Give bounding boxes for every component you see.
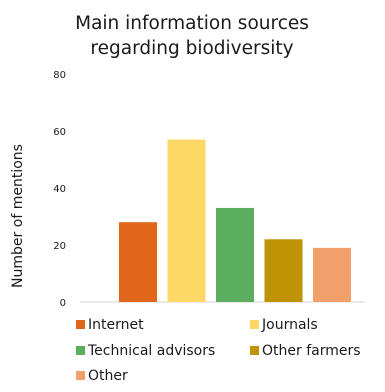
legend-swatch <box>250 346 259 355</box>
bar-other <box>313 247 351 302</box>
bar-other-farmers <box>264 239 303 302</box>
chart-title: Main information sources regarding biodi… <box>75 13 309 59</box>
bar-journals <box>167 139 206 302</box>
bars <box>119 139 351 302</box>
legend-item: Other <box>76 368 128 384</box>
chart-title-line-2: regarding biodiversity <box>90 38 293 59</box>
legend-label: Internet <box>88 317 144 333</box>
legend-swatch <box>250 320 259 329</box>
legend-swatch <box>76 320 85 329</box>
legend-label: Technical advisors <box>87 343 215 359</box>
legend-swatch <box>76 346 85 355</box>
legend-label: Other <box>88 368 128 384</box>
legend-item: Other farmers <box>250 343 361 359</box>
y-tick-label: 20 <box>53 241 66 252</box>
legend-item: Technical advisors <box>76 343 215 359</box>
y-axis-ticks: 0 20 40 60 80 <box>53 70 66 309</box>
legend: Internet Journals Technical advisors Other … <box>76 317 361 384</box>
bar-technical-advisors <box>216 207 254 302</box>
y-tick-label: 60 <box>53 127 66 138</box>
y-tick-label: 80 <box>53 70 66 81</box>
legend-label: Other farmers <box>262 343 361 359</box>
legend-item: Journals <box>250 317 318 333</box>
legend-swatch <box>76 371 85 380</box>
y-axis-label: Number of mentions <box>10 144 26 288</box>
chart-title-line-1: Main information sources <box>75 13 309 34</box>
legend-item: Internet <box>76 317 144 333</box>
y-tick-label: 40 <box>53 184 66 195</box>
bar-internet <box>119 222 157 302</box>
legend-label: Journals <box>261 317 318 333</box>
y-tick-label: 0 <box>60 298 66 309</box>
